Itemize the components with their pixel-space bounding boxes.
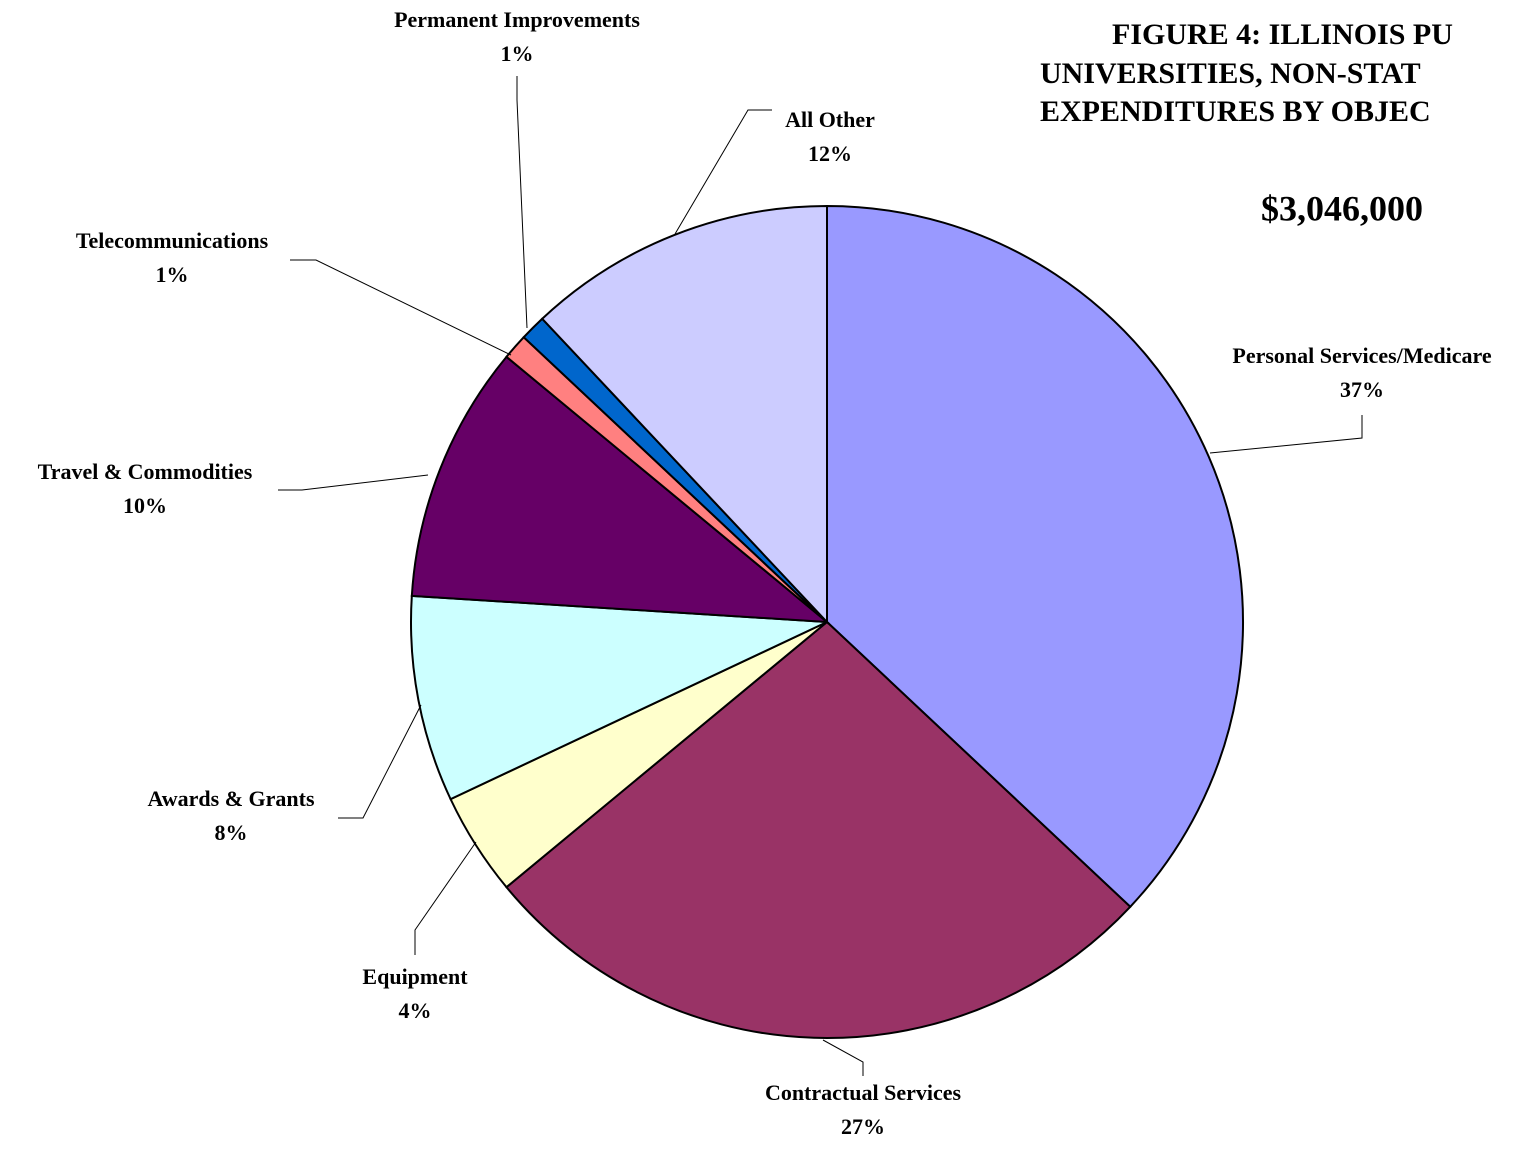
slice-label: Permanent Improvements: [394, 7, 640, 32]
pie-slice: [826, 204, 1244, 909]
slice-value-label: 10%: [123, 493, 167, 518]
slice-label: Telecommunications: [76, 228, 269, 253]
leader-line: [1209, 415, 1363, 454]
slice-label: Equipment: [362, 964, 468, 989]
chart-title: EXPENDITURES BY OBJEC: [1040, 95, 1431, 128]
chart-subtitle: $3,046,000: [1261, 188, 1423, 228]
leader-line: [290, 259, 512, 356]
leader-line: [338, 704, 422, 819]
chart-title: FIGURE 4: ILLINOIS PU: [1112, 18, 1453, 51]
pie-slice: [410, 594, 828, 801]
slice-label: Awards & Grants: [147, 786, 314, 811]
leader-line: [822, 1039, 864, 1076]
pie-slice: [410, 355, 831, 624]
leader-line: [516, 76, 528, 329]
slice-label: All Other: [785, 107, 875, 132]
leader-line: [674, 109, 772, 235]
slice-label: Personal Services/Medicare: [1232, 343, 1491, 368]
chart-title: UNIVERSITIES, NON-STAT: [1040, 57, 1421, 90]
leader-line: [414, 841, 477, 955]
leader-line: [278, 474, 429, 491]
slice-value-label: 4%: [399, 998, 432, 1023]
pie-slice: [505, 620, 1132, 1039]
slice-value-label: 1%: [501, 41, 534, 66]
pie-slice: [540, 204, 828, 625]
slice-value-label: 27%: [841, 1114, 885, 1139]
slice-value-label: 1%: [156, 262, 189, 287]
slice-value-label: 12%: [808, 141, 852, 166]
slice-value-label: 37%: [1340, 377, 1384, 402]
slice-value-label: 8%: [215, 820, 248, 845]
slice-label: Travel & Commodities: [38, 459, 253, 484]
slice-label: Contractual Services: [765, 1080, 962, 1105]
